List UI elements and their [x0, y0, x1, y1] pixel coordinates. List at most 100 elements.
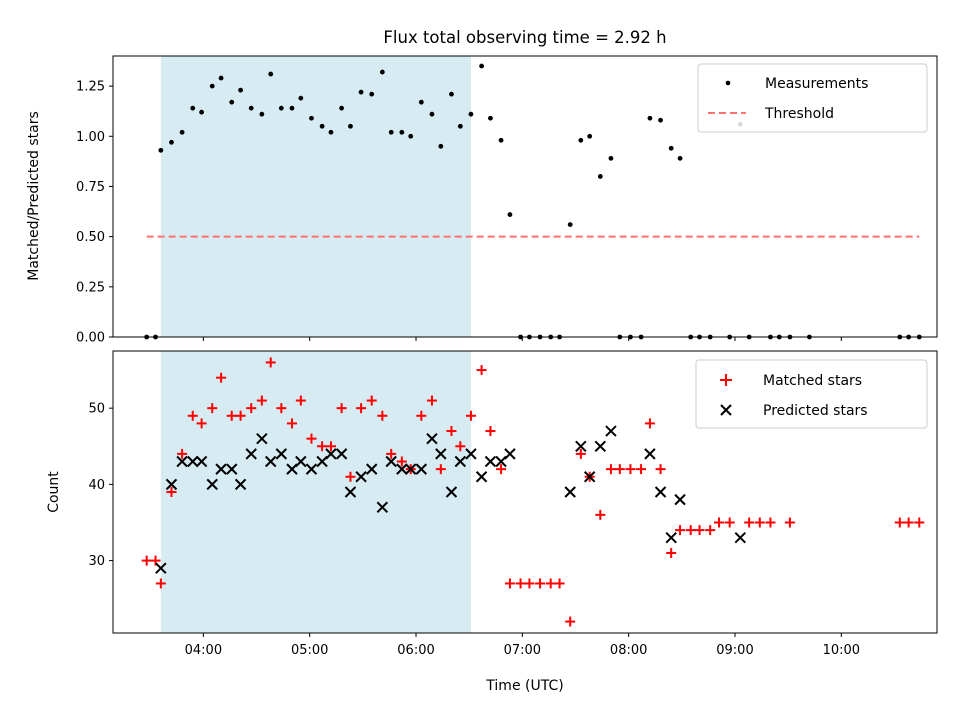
matched-star-point: [246, 403, 257, 414]
top-y-axis-label: Matched/Predicted stars: [26, 111, 42, 281]
predicted-star-point: [426, 432, 438, 445]
measurements-legend-label: Measurements: [765, 76, 868, 92]
predicted-star-point: [215, 463, 227, 475]
measurement-point: [319, 123, 325, 129]
predicted-stars-legend-marker: [720, 404, 732, 416]
measurement-point: [199, 109, 205, 115]
matched-star-point: [286, 418, 297, 429]
measurement-point: [597, 174, 603, 179]
matched-star-point: [714, 517, 725, 528]
matched-star-point: [595, 509, 606, 520]
matched-star-point: [166, 487, 177, 497]
y-tick-label: 1.00: [76, 130, 105, 145]
matched-star-point: [485, 426, 496, 437]
top-panel: 0.00 0.25 0.50 0.75 1.00 1.25 Matched/Predict…: [26, 55, 938, 346]
measurement-point: [429, 111, 435, 117]
matched-star-point: [416, 410, 427, 421]
matched-star-point: [565, 616, 576, 627]
measurement-point: [268, 71, 274, 77]
predicted-star-point: [465, 448, 477, 460]
matched-star-point: [515, 578, 526, 589]
predicted-star-point: [415, 463, 428, 475]
predicted-star-point: [644, 448, 656, 460]
matched-star-point: [356, 403, 367, 414]
matched-star-point: [694, 525, 705, 536]
predicted-star-point: [195, 455, 208, 468]
measurement-point: [457, 123, 463, 129]
matched-star-point: [276, 403, 287, 414]
measurement-point: [218, 75, 224, 81]
matched-star-point: [666, 547, 677, 558]
matched-stars-legend-marker: [720, 374, 732, 386]
y-tick-label: 0.25: [76, 280, 105, 295]
y-tick-label: 1.25: [76, 80, 105, 95]
x-tick-label: 07:00: [504, 643, 541, 658]
count-points: [141, 357, 925, 627]
measurement-point: [278, 105, 284, 111]
bottom-legend-box: [695, 359, 928, 429]
matched-star-point: [325, 441, 336, 452]
matched-star-point: [426, 395, 437, 406]
predicted-star-point: [265, 455, 277, 468]
predicted-star-point: [245, 448, 257, 460]
matched-star-point: [504, 578, 515, 589]
matched-star-point: [235, 410, 246, 421]
predicted-star-point: [504, 448, 516, 460]
measurement-point: [578, 137, 584, 143]
measurement-point: [190, 105, 196, 111]
matched-star-point: [545, 578, 556, 589]
measurements-legend-marker: [725, 80, 731, 86]
predicted-star-point: [295, 455, 307, 468]
predicted-star-point: [445, 486, 458, 498]
bottom-x-axis: 04:00 05:00 06:00 07:00 08:00 09:00 10:00: [185, 633, 860, 658]
measurement-point: [309, 115, 314, 121]
observing-window-shade: [160, 351, 471, 633]
measurement-point: [298, 95, 304, 101]
x-tick-label: 06:00: [397, 643, 434, 658]
predicted-star-point: [305, 463, 318, 475]
predicted-star-point: [475, 471, 488, 483]
matched-star-point: [187, 410, 198, 421]
measurement-point: [169, 139, 174, 145]
matched-stars-legend-label: Matched stars: [763, 373, 862, 389]
top-legend-box: [697, 63, 928, 133]
measurement-point: [369, 91, 375, 97]
matched-star-point: [575, 448, 586, 459]
predicted-star-point: [605, 425, 617, 437]
measurement-point: [248, 105, 254, 111]
measurement-point: [479, 63, 484, 69]
x-tick-label: 10:00: [823, 643, 860, 658]
x-tick-label: 08:00: [610, 643, 647, 658]
measurement-point: [498, 137, 504, 143]
measurement-point: [339, 105, 344, 111]
matched-star-point: [614, 464, 625, 475]
y-tick-label: 50: [88, 402, 105, 417]
top-y-axis: 0.00 0.25 0.50 0.75 1.00 1.25: [76, 80, 113, 346]
measurement-point: [379, 69, 385, 75]
predicted-star-point: [325, 448, 337, 460]
matched-star-point: [345, 471, 356, 482]
predicted-star-point: [594, 440, 607, 452]
matched-star-point: [685, 525, 696, 536]
matched-star-point: [914, 517, 925, 528]
measurement-point: [658, 117, 663, 123]
y-tick-label: 0.00: [76, 331, 105, 346]
matched-star-point: [784, 517, 795, 528]
matched-star-point: [724, 517, 735, 528]
measurement-point: [158, 147, 164, 153]
x-axis-label: Time (UTC): [485, 678, 563, 694]
measurement-point: [647, 115, 653, 121]
matched-star-point: [455, 441, 466, 452]
predicted-star-point: [355, 471, 367, 483]
matched-star-point: [366, 395, 377, 406]
predicted-star-point: [256, 432, 268, 445]
measurement-point: [388, 129, 394, 135]
matched-star-point: [605, 464, 616, 475]
top-plot-frame: [112, 55, 938, 338]
measurement-point: [567, 222, 573, 228]
bottom-plot-frame: [112, 350, 938, 634]
matched-star-point: [644, 418, 655, 429]
measurement-point: [438, 143, 444, 149]
predicted-star-point: [385, 455, 397, 468]
